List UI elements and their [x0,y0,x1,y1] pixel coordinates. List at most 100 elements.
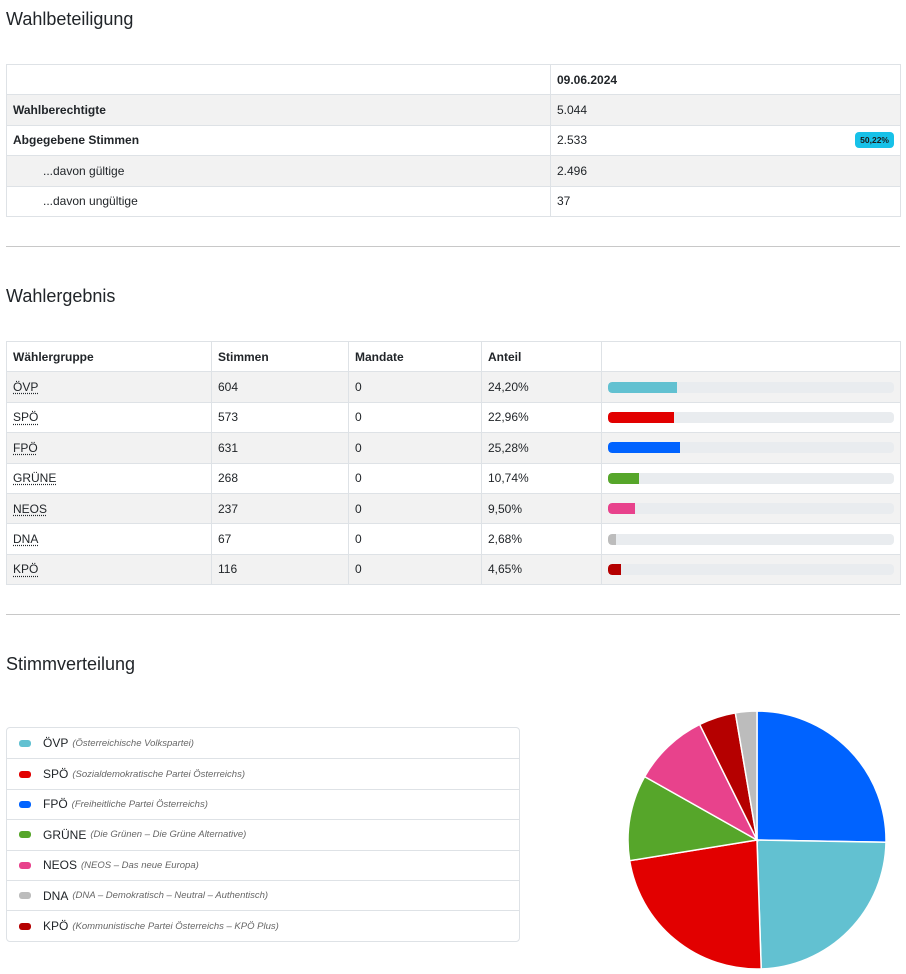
legend-item[interactable]: GRÜNE (Die Grünen – Die Grüne Alternative… [7,819,519,849]
share-value: 10,74% [488,471,529,486]
legend-swatch [19,831,31,839]
share-bar-track [608,533,894,545]
section-divider [6,246,900,247]
results-table: Wählergruppe Stimmen Mandate Anteil ÖVP 6… [6,340,901,586]
distribution-heading: Stimmverteilung [6,654,136,674]
pie-slice-övp[interactable] [756,839,887,970]
table-row: DNA 67 0 2,68% [6,523,901,555]
results-header-row: Wählergruppe Stimmen Mandate Anteil [6,340,901,373]
turnout-row: Wahlberechtigte 5.044 [6,94,901,126]
turnout-label: Abgegebene Stimmen [6,124,551,157]
legend-swatch [19,739,31,747]
legend-party-full: (Kommunistische Partei Österreichs – KPÖ… [72,920,279,932]
share-bar-track [608,411,894,423]
turnout-row: ...davon ungültige 37 [6,185,901,217]
turnout-value-cell: 2.533 50,22% [550,124,901,157]
pie-slice-dna[interactable] [734,710,758,841]
votes-value: 573 [218,410,239,425]
legend-party-short: ÖVP [43,736,69,751]
legend-swatch [19,800,31,808]
share-bar-fill [608,411,674,423]
party-name[interactable]: ÖVP [13,380,39,395]
turnout-label: Wahlberechtigte [6,94,551,126]
legend-party-short: SPÖ [43,767,69,782]
share-value: 25,28% [488,440,529,455]
legend-item[interactable]: KPÖ (Kommunistische Partei Österreichs – … [7,910,519,940]
legend-swatch [19,861,31,869]
col-header-party: Wählergruppe [6,340,212,373]
seats-value: 0 [355,471,362,486]
results-body: ÖVP 604 0 24,20% SPÖ 573 0 22,96% FPÖ 631 0 25,28% G… [6,371,901,586]
share-bar-fill [608,381,678,393]
party-name[interactable]: KPÖ [13,562,39,577]
legend-party-full: (NEOS – Das neue Europa) [81,859,199,871]
share-bar-track [608,472,894,484]
share-bar-fill [608,442,681,454]
share-value: 4,65% [488,562,523,577]
pie-slice-grüne[interactable] [627,775,760,862]
table-row: KPÖ 116 0 4,65% [6,553,901,586]
seats-value: 0 [355,501,362,516]
turnout-value: 5.044 [550,94,901,126]
col-header-share: Anteil [481,340,602,373]
share-value: 22,96% [488,410,529,425]
pie-slice-neos[interactable] [643,723,759,842]
results-heading: Wahlergebnis [6,286,116,306]
legend-party-full: (Sozialdemokratische Partei Österreichs) [72,768,245,780]
col-header-votes: Stimmen [211,340,349,373]
share-bar-fill [608,503,636,515]
turnout-table: 09.06.2024 Wahlberechtigte 5.044 Abgegeb… [6,63,901,217]
share-bar-fill [608,472,639,484]
votes-value: 116 [218,562,238,577]
party-name[interactable]: SPÖ [13,410,39,425]
legend-item[interactable]: ÖVP (Österreichische Volkspartei) [7,728,519,758]
party-name[interactable]: FPÖ [13,440,38,455]
votes-value: 67 [218,532,232,547]
legend-party-short: KPÖ [43,919,69,934]
share-bar-track [608,381,894,393]
legend-party-short: GRÜNE [43,827,87,842]
share-value: 24,20% [488,380,529,395]
turnout-label: ...davon ungültige [6,185,551,217]
table-row: SPÖ 573 0 22,96% [6,401,901,434]
turnout-value: 37 [550,185,901,217]
party-name[interactable]: GRÜNE [13,471,57,486]
seats-value: 0 [355,532,362,547]
legend-swatch [19,892,31,900]
legend-item[interactable]: DNA (DNA – Demokratisch – Neutral – Authe… [7,879,519,910]
col-header-bar [601,340,901,373]
party-name[interactable]: DNA [13,532,39,547]
party-name[interactable]: NEOS [13,501,48,516]
legend-item[interactable]: SPÖ (Sozialdemokratische Partei Österreic… [7,758,519,788]
legend-item[interactable]: NEOS (NEOS – Das neue Europa) [7,849,519,880]
votes-value: 268 [218,471,239,486]
seats-value: 0 [355,410,362,425]
legend-party-full: (Die Grünen – Die Grüne Alternative) [90,829,247,841]
seats-value: 0 [355,380,362,395]
pie-slice-fpö[interactable] [756,710,887,844]
turnout-label: ...davon gültige [6,155,551,187]
share-bar-fill [608,533,616,545]
legend-party-full: (Freiheitliche Partei Österreichs) [71,798,208,810]
legend-party-full: (DNA – Demokratisch – Neutral – Authenti… [72,890,269,902]
legend-item[interactable]: FPÖ (Freiheitliche Partei Österreichs) [7,788,519,819]
legend-party-full: (Österreichische Volkspartei) [72,737,194,749]
legend-party-short: DNA [43,888,69,903]
turnout-value: 2.496 [550,155,901,187]
seats-value: 0 [355,440,362,455]
share-bar-track [608,442,894,454]
col-header-seats: Mandate [348,340,482,373]
table-row: GRÜNE 268 0 10,74% [6,462,901,494]
vote-distribution-pie-chart [627,710,887,970]
legend-party-short: NEOS [43,858,78,873]
legend-party-short: FPÖ [43,797,68,812]
turnout-row: ...davon gültige 2.496 [6,155,901,187]
share-bar-track [608,503,894,515]
share-value: 9,50% [488,501,523,516]
share-value: 2,68% [488,532,523,547]
legend-swatch [19,770,31,778]
turnout-heading: Wahlbeteiligung [6,9,134,29]
turnout-header-row: 09.06.2024 [6,63,901,96]
votes-value: 604 [218,380,239,395]
pie-slice-spö[interactable] [628,839,762,970]
